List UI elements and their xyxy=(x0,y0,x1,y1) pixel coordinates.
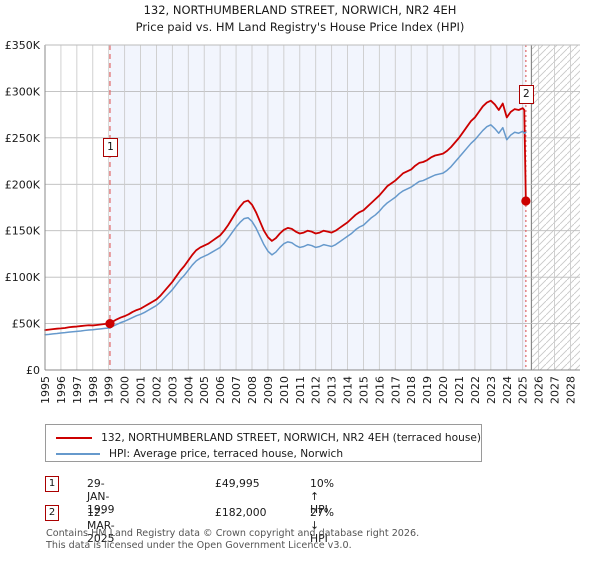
sale-price-1: £49,995 xyxy=(215,477,260,490)
x-axis-tick-label: 2003 xyxy=(166,376,179,404)
chart-legend: 132, NORTHUMBERLAND STREET, NORWICH, NR2… xyxy=(45,424,482,462)
x-axis-tick-label: 2008 xyxy=(246,376,259,404)
x-axis-tick-label: 2019 xyxy=(421,376,434,404)
legend-item-hpi: HPI: Average price, terraced house, Norw… xyxy=(56,446,481,462)
x-axis-tick-label: 2011 xyxy=(294,376,307,404)
x-axis-tick-label: 2000 xyxy=(119,376,132,404)
page-subtitle: Price paid vs. HM Land Registry's House … xyxy=(136,20,465,34)
y-axis-tick-label: £250K xyxy=(5,132,41,145)
x-axis-tick-label: 2015 xyxy=(357,376,370,404)
x-axis-tick-label: 2023 xyxy=(485,376,498,404)
legend-item-property: 132, NORTHUMBERLAND STREET, NORWICH, NR2… xyxy=(56,430,481,446)
x-axis-tick-label: 1999 xyxy=(103,376,116,404)
shaded-ownership-region xyxy=(109,45,526,370)
x-axis-tick-label: 2020 xyxy=(437,376,450,404)
sale-point-marker[interactable] xyxy=(105,318,115,329)
y-axis-tick-label: £200K xyxy=(5,178,41,191)
x-axis-tick-label: 1997 xyxy=(71,376,84,404)
x-axis-tick-label: 2012 xyxy=(310,376,323,404)
sale-marker-number-1: 1 xyxy=(45,476,59,492)
x-axis-tick-label: 2025 xyxy=(517,376,530,404)
x-axis-tick-label: 1998 xyxy=(87,376,100,404)
x-axis-tick-label: 1995 xyxy=(39,376,52,404)
x-axis-tick-label: 2002 xyxy=(150,376,163,404)
chart-marker-2[interactable]: 2 xyxy=(518,85,534,105)
x-axis-tick-label: 2016 xyxy=(373,376,386,404)
x-axis-tick-label: 2006 xyxy=(214,376,227,404)
sale-marker-number-2: 2 xyxy=(45,505,59,521)
legend-label-hpi: HPI: Average price, terraced house, Norw… xyxy=(109,448,344,460)
series-line-property xyxy=(44,99,527,331)
sale-date-1: 29-JAN-1999 xyxy=(87,477,115,516)
sale-date-2: 12-MAR-2025 xyxy=(87,506,115,545)
x-axis-tick-label: 2014 xyxy=(342,376,355,404)
sale-hpi-delta-2: 27% ↓ HPI xyxy=(310,506,334,545)
sale-point-marker[interactable] xyxy=(521,196,531,206)
x-axis-tick-label: 2007 xyxy=(230,376,243,404)
x-axis-tick-label: 2017 xyxy=(389,376,402,404)
page-title: 132, NORTHUMBERLAND STREET, NORWICH, NR2… xyxy=(144,3,457,17)
legend-label-property: 132, NORTHUMBERLAND STREET, NORWICH, NR2… xyxy=(101,432,481,444)
footer-line-1: Contains HM Land Registry data © Crown c… xyxy=(46,528,420,539)
hatched-future-region xyxy=(531,45,580,370)
chart-marker-1[interactable]: 1 xyxy=(102,138,118,158)
sale-hpi-delta-1: 10% ↑ HPI xyxy=(310,477,334,516)
x-axis-tick-label: 2028 xyxy=(564,376,577,404)
y-axis-tick-label: £50K xyxy=(12,318,41,331)
x-axis-tick-label: 2022 xyxy=(469,376,482,404)
x-axis-tick-label: 1996 xyxy=(55,376,68,404)
legend-swatch-hpi xyxy=(56,453,100,455)
x-axis-tick-label: 2024 xyxy=(501,376,514,404)
y-axis-tick-label: £0 xyxy=(26,364,40,377)
footer-line-2: This data is licensed under the Open Gov… xyxy=(46,540,352,551)
x-axis-tick-label: 2001 xyxy=(135,376,148,404)
y-axis-tick-label: £350K xyxy=(5,39,41,52)
x-axis-tick-label: 2018 xyxy=(405,376,418,404)
x-axis-tick-label: 2004 xyxy=(182,376,195,404)
y-axis-tick-label: £150K xyxy=(5,225,41,238)
x-axis-tick-label: 2021 xyxy=(453,376,466,404)
copyright-footer: Contains HM Land Registry data © Crown c… xyxy=(46,528,586,552)
sale-price-2: £182,000 xyxy=(215,506,267,519)
x-axis-tick-label: 2026 xyxy=(533,376,546,404)
x-axis-tick-label: 2013 xyxy=(326,376,339,404)
x-axis-tick-label: 2009 xyxy=(262,376,275,404)
legend-swatch-property xyxy=(56,437,93,439)
y-axis-tick-label: £300K xyxy=(5,85,41,98)
series-line-hpi xyxy=(44,124,527,336)
x-axis-tick-label: 2027 xyxy=(549,376,562,404)
x-axis-tick-label: 2005 xyxy=(198,376,211,404)
x-axis-tick-label: 2010 xyxy=(278,376,291,404)
y-axis-tick-label: £100K xyxy=(5,271,41,284)
